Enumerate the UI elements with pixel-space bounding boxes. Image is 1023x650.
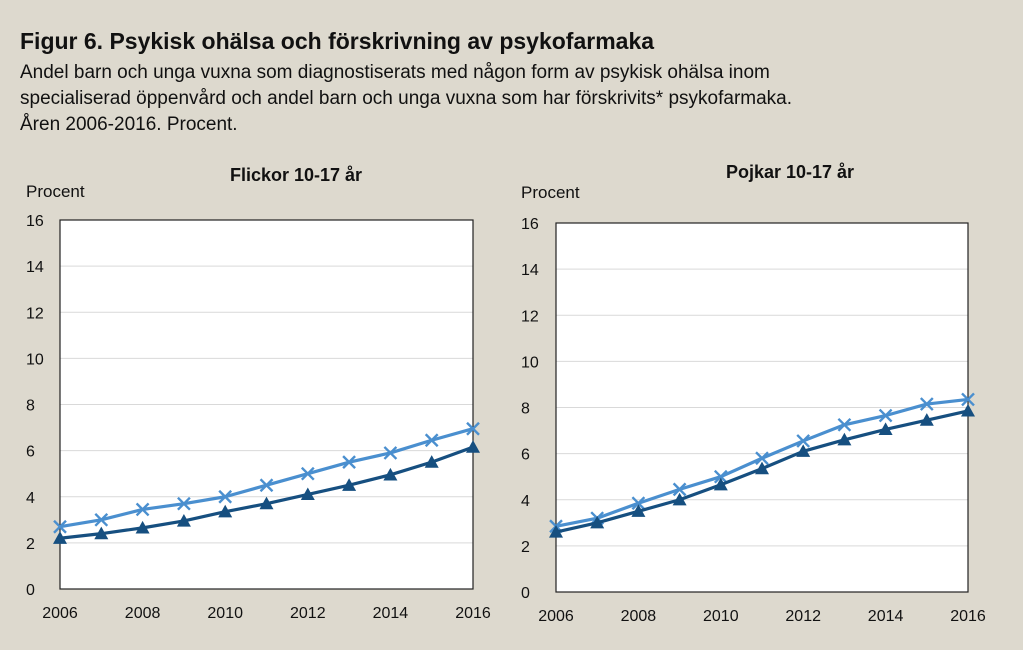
x-tick-label: 2016 xyxy=(950,608,986,625)
x-tick-label: 2014 xyxy=(868,608,904,625)
subtitle-line: Åren 2006-2016. Procent. xyxy=(20,114,238,135)
data-point-x xyxy=(755,451,769,466)
panel-title: Pojkar 10-17 år xyxy=(726,162,854,182)
data-point-x xyxy=(837,417,852,432)
y-tick-label: 6 xyxy=(521,447,530,464)
figure-subtitle: Andel barn och unga vuxna som diagnostis… xyxy=(20,60,1010,138)
data-point-triangle xyxy=(259,496,274,510)
x-tick-label: 2014 xyxy=(373,605,409,622)
y-tick-label: 2 xyxy=(521,539,530,556)
data-point-triangle xyxy=(94,526,109,540)
data-point-x xyxy=(713,469,728,484)
y-tick-label: 16 xyxy=(521,216,539,233)
data-point-triangle xyxy=(755,461,769,475)
data-point-x xyxy=(135,502,150,517)
data-point-x xyxy=(424,433,439,448)
y-tick-label: 12 xyxy=(26,305,44,322)
data-point-x xyxy=(342,455,356,470)
y-tick-label: 4 xyxy=(26,490,35,507)
y-tick-label: 10 xyxy=(26,351,44,368)
panel-title: Flickor 10-17 år xyxy=(230,165,362,185)
series-x-marker xyxy=(53,421,480,534)
x-tick-label: 2012 xyxy=(290,605,326,622)
data-point-x xyxy=(466,421,480,436)
data-point-triangle xyxy=(466,440,480,453)
data-point-x xyxy=(796,434,811,448)
data-point-x xyxy=(300,466,315,481)
data-point-triangle xyxy=(590,515,605,529)
y-tick-label: 2 xyxy=(26,536,35,553)
x-tick-label: 2008 xyxy=(621,608,657,625)
x-tick-label: 2016 xyxy=(455,605,491,622)
data-point-triangle xyxy=(961,403,975,417)
x-tick-label: 2006 xyxy=(42,605,78,622)
data-point-triangle xyxy=(176,513,191,527)
data-point-triangle xyxy=(383,467,398,481)
y-tick-label: 8 xyxy=(26,398,35,415)
series-triangle-marker xyxy=(549,403,975,538)
y-tick-label: 16 xyxy=(26,213,44,230)
data-point-triangle xyxy=(300,487,315,501)
figure-title: Figur 6. Psykisk ohälsa och förskrivning… xyxy=(20,28,655,54)
subtitle-line: Andel barn och unga vuxna som diagnostis… xyxy=(20,62,770,83)
data-point-x xyxy=(177,496,191,511)
data-point-x xyxy=(919,397,934,411)
data-point-x xyxy=(53,519,67,534)
data-point-triangle xyxy=(218,504,233,518)
data-point-triangle xyxy=(424,455,439,468)
data-point-triangle xyxy=(837,432,852,446)
data-point-triangle xyxy=(342,478,357,491)
x-tick-label: 2006 xyxy=(538,608,574,625)
chart-panel-pojkar: 0 2 4 6 8 10 12 14 16 2006 2008 2010 2012 2014 2016 Poj… xyxy=(521,162,986,625)
data-point-triangle xyxy=(549,525,563,538)
data-point-x xyxy=(94,512,109,527)
y-tick-label: 8 xyxy=(521,401,530,418)
data-point-x xyxy=(631,496,646,511)
data-point-triangle xyxy=(672,492,687,506)
data-point-triangle xyxy=(53,531,67,544)
data-point-triangle xyxy=(631,504,646,517)
data-point-triangle xyxy=(713,477,728,491)
y-tick-label: 0 xyxy=(521,585,530,602)
y-tick-label: 12 xyxy=(521,308,539,325)
y-axis-unit-label: Procent xyxy=(26,182,85,201)
y-tick-label: 0 xyxy=(26,582,35,599)
data-point-triangle xyxy=(878,422,893,436)
series-triangle-marker xyxy=(53,440,480,544)
x-tick-label: 2012 xyxy=(785,608,821,625)
x-tick-label: 2010 xyxy=(703,608,739,625)
data-point-x xyxy=(878,408,893,423)
chart-panel-flickor: 0 2 4 6 8 10 12 14 16 2006 2008 2010 2012 2014 2016 Fli… xyxy=(26,165,491,622)
x-tick-label: 2008 xyxy=(125,605,161,622)
subtitle-line: specialiserad öppenvård och andel barn o… xyxy=(20,88,793,109)
y-axis-unit-label: Procent xyxy=(521,183,580,202)
plot-border xyxy=(59,219,474,590)
y-tick-label: 14 xyxy=(521,262,539,279)
data-point-x xyxy=(961,392,975,407)
data-point-x xyxy=(672,482,687,497)
data-point-x xyxy=(259,478,274,493)
y-tick-label: 6 xyxy=(26,444,35,461)
y-tick-label: 4 xyxy=(521,493,530,510)
data-point-triangle xyxy=(919,413,934,426)
data-point-triangle xyxy=(135,520,150,534)
data-point-x xyxy=(218,489,233,504)
data-point-triangle xyxy=(796,444,811,457)
y-tick-label: 10 xyxy=(521,354,539,371)
x-tick-label: 2010 xyxy=(207,605,243,622)
data-point-x xyxy=(383,446,398,460)
y-tick-label: 14 xyxy=(26,259,44,276)
